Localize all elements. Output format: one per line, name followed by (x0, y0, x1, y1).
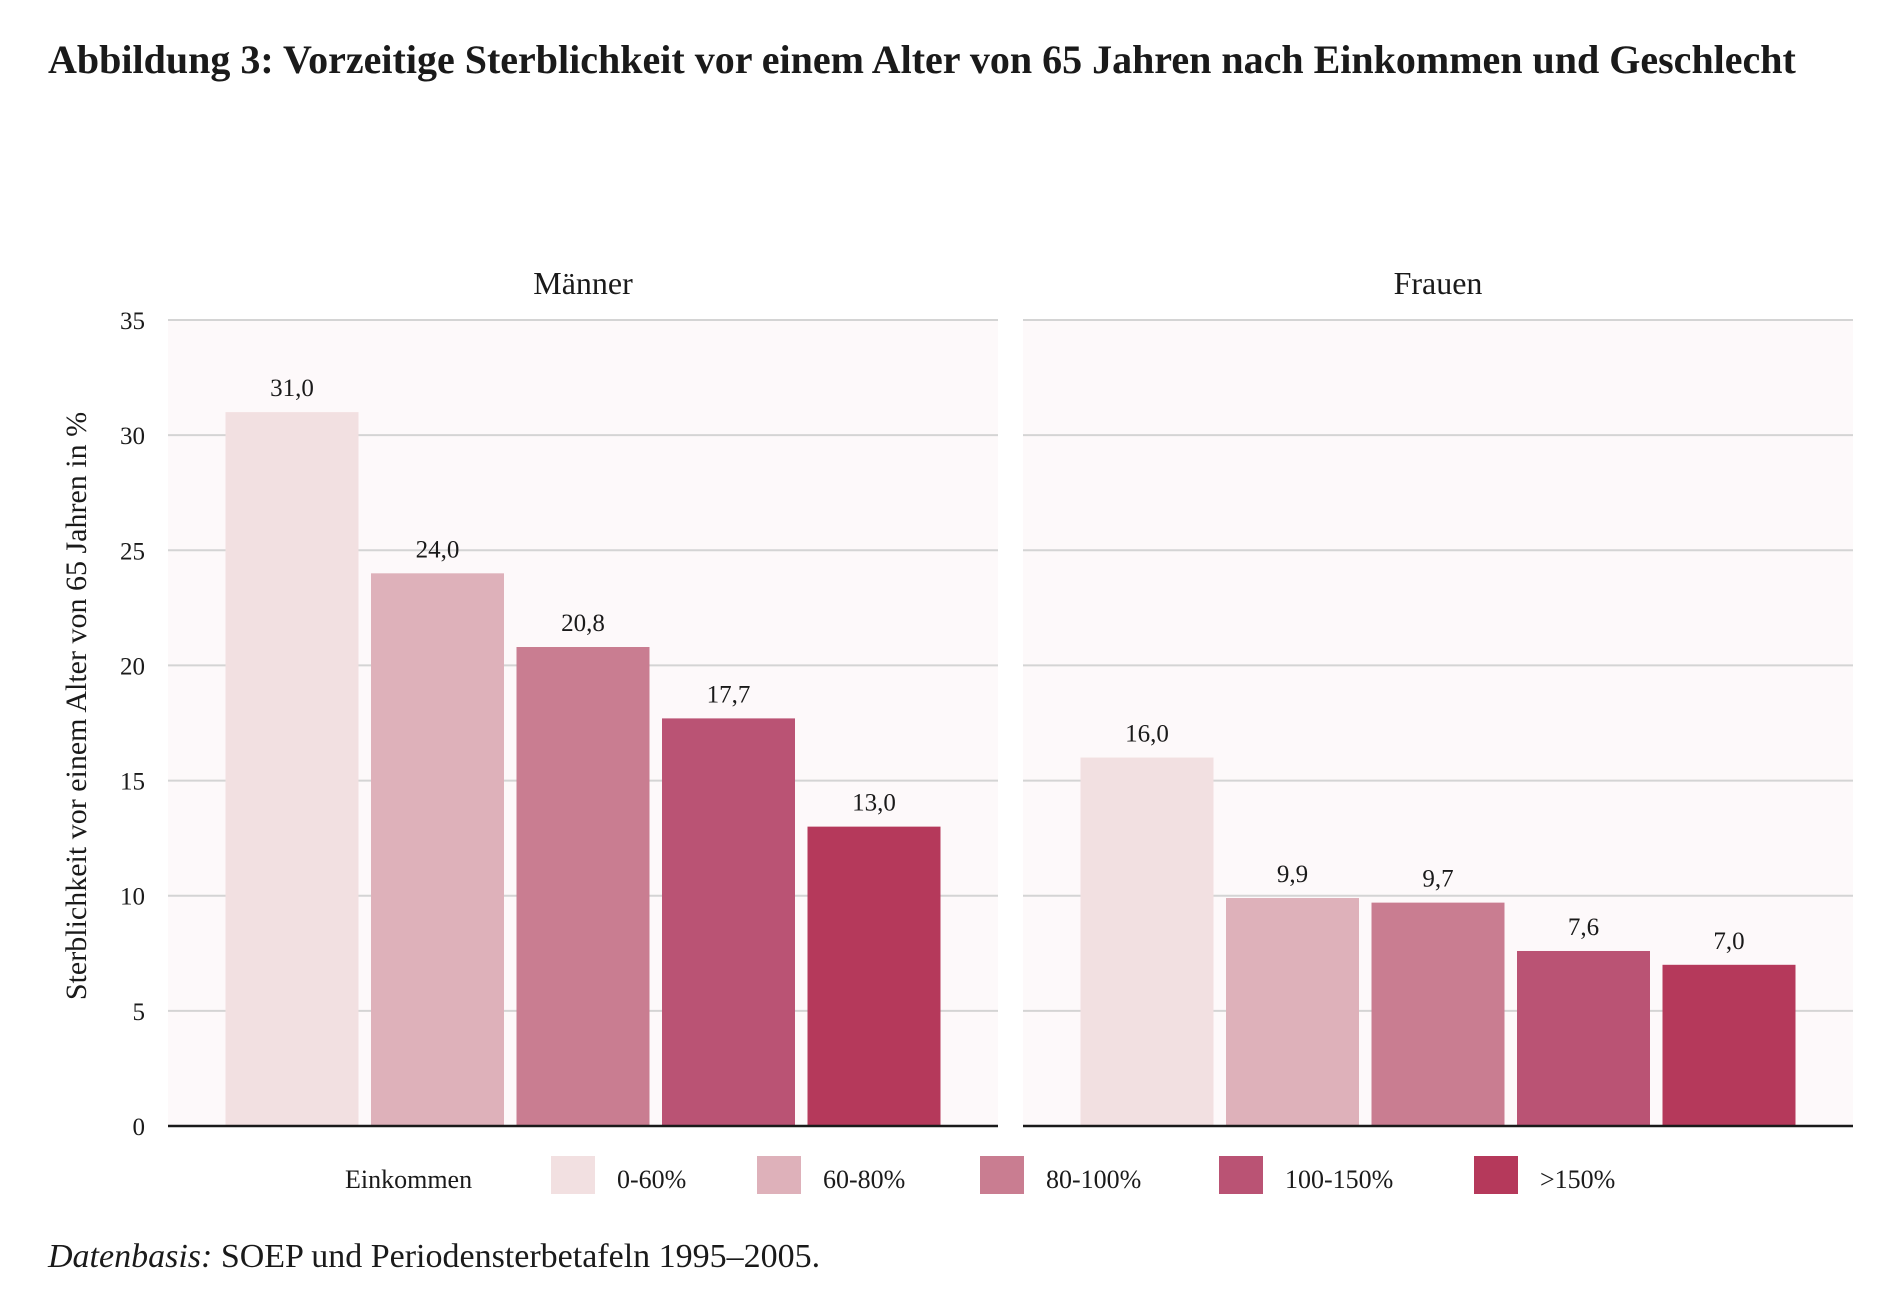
bar (807, 826, 941, 1126)
data-source-text: SOEP und Periodensterbetafeln 1995–2005. (220, 1238, 821, 1275)
legend-swatch (980, 1156, 1024, 1194)
bar (1371, 902, 1505, 1126)
legend-item: 60-80% (757, 1156, 905, 1194)
legend-item: 100-150% (1219, 1156, 1393, 1194)
data-label: 13,0 (852, 790, 896, 817)
data-label: 24,0 (416, 536, 460, 563)
legend-label: 100-150% (1285, 1165, 1393, 1194)
y-axis-label: Sterblichkeit vor einem Alter von 65 Jah… (60, 412, 93, 1000)
legend-label: >150% (1540, 1165, 1615, 1194)
chart-title: Abbildung 3: Vorzeitige Sterblichkeit vo… (48, 37, 1796, 82)
bar (1517, 950, 1650, 1126)
bar (371, 573, 504, 1126)
legend-swatch (1474, 1156, 1518, 1194)
y-tick-label: 25 (120, 538, 145, 565)
legend-swatch (551, 1156, 595, 1194)
panel-1: Männer 31,0 24,0 20,8 17,7 13,0 (168, 265, 998, 1128)
bar (1080, 757, 1214, 1126)
data-label: 7,0 (1713, 928, 1744, 955)
bar (1226, 898, 1359, 1126)
y-tick-label: 15 (120, 769, 145, 796)
data-source-note: Datenbasis: SOEP und Periodensterbetafel… (48, 1238, 820, 1276)
data-label: 20,8 (561, 610, 605, 637)
legend-label: 60-80% (823, 1165, 905, 1194)
y-tick-label: 10 (120, 884, 145, 911)
panels-layer: Männer 31,0 24,0 20,8 17,7 13,0 Frauen 16,0 9,9 9… (168, 265, 1853, 1128)
legend-swatch (1219, 1156, 1263, 1194)
y-tick-label: 30 (120, 423, 145, 450)
legend-item: 0-60% (551, 1156, 686, 1194)
y-tick-label: 20 (120, 653, 145, 680)
legend-label: 80-100% (1046, 1165, 1141, 1194)
panel-2: Frauen 16,0 9,9 9,7 7,6 7,0 (1023, 265, 1853, 1128)
legend-title: Einkommen (345, 1165, 472, 1194)
y-tick-label: 5 (133, 999, 146, 1026)
data-label: 16,0 (1125, 721, 1169, 748)
bar (1662, 964, 1796, 1126)
grouped-bar-chart: Männer 31,0 24,0 20,8 17,7 13,0 Frauen 16,0 9,9 9… (60, 265, 1853, 1194)
legend-item: >150% (1474, 1156, 1615, 1194)
panel-title: Männer (533, 265, 633, 301)
bar (662, 718, 795, 1126)
data-label: 17,7 (707, 681, 751, 708)
legend-item: 80-100% (980, 1156, 1141, 1194)
panel-title: Frauen (1394, 265, 1483, 301)
legend-swatch (757, 1156, 801, 1194)
legend-label: 0-60% (617, 1165, 686, 1194)
bar (516, 647, 650, 1126)
y-axis: 0 5 10 15 20 25 30 35 (120, 308, 145, 1141)
legend: Einkommen 0-60% 60-80% 80-100% 100-150% >150% (345, 1156, 1615, 1194)
y-tick-label: 0 (133, 1114, 146, 1141)
data-source-label: Datenbasis: (48, 1238, 213, 1275)
data-label: 9,7 (1422, 866, 1453, 893)
bar (225, 412, 359, 1127)
data-label: 31,0 (270, 375, 314, 402)
data-label: 7,6 (1568, 914, 1599, 941)
y-tick-label: 35 (120, 308, 145, 335)
data-label: 9,9 (1277, 861, 1308, 888)
